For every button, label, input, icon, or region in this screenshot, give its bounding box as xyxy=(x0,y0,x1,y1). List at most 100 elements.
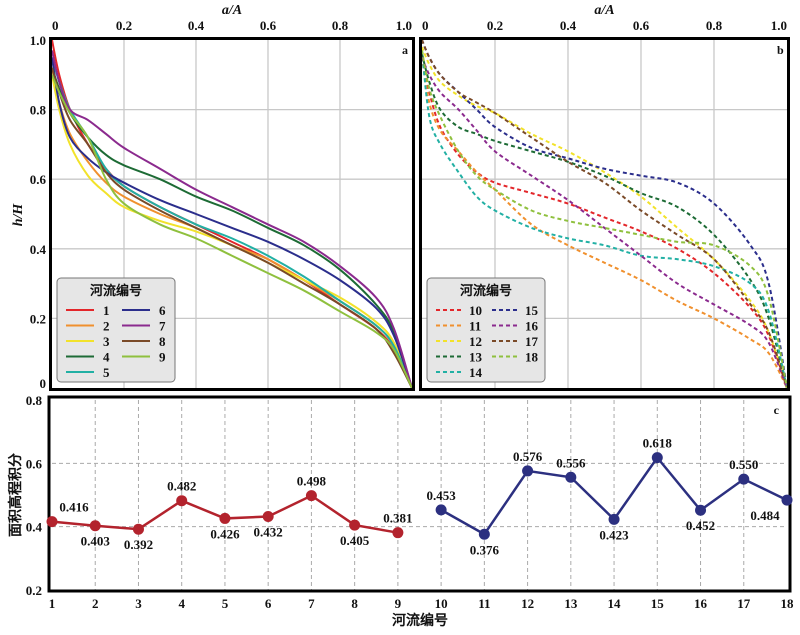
x-tick-label: 2 xyxy=(92,596,99,611)
data-point xyxy=(176,495,188,507)
series-line-5 xyxy=(51,57,413,389)
panel-c: c0.20.40.60.81 2 3 4 5 6 7 8 9 10 11 12 13 14 15 16 17 18… xyxy=(7,393,794,629)
x-tick-label: 0.2 xyxy=(116,18,132,33)
x-axis-label: 河流编号 xyxy=(392,612,448,629)
legend-label: 3 xyxy=(103,334,110,349)
series-line-7 xyxy=(51,50,413,389)
y-tick-label: 0.8 xyxy=(30,103,47,118)
y-tick-label: 1.0 xyxy=(30,33,46,48)
data-point xyxy=(305,490,317,502)
data-point xyxy=(89,520,101,532)
x-tick-label: 0.6 xyxy=(633,18,650,33)
data-label: 0.484 xyxy=(750,508,780,523)
data-label: 0.550 xyxy=(729,457,758,472)
x-tick-label: 0.4 xyxy=(560,18,577,33)
x-tick-label: 4 xyxy=(178,596,185,611)
y-tick-label: 0.2 xyxy=(30,311,46,326)
x-tick-label: 0 xyxy=(422,18,429,33)
legend-label: 5 xyxy=(103,365,110,380)
data-point xyxy=(132,523,144,535)
legend-label: 14 xyxy=(469,365,483,380)
x-tick-label: 6 xyxy=(265,596,272,611)
legend-label: 6 xyxy=(159,303,166,318)
legend-title: 河流编号 xyxy=(460,283,512,298)
x-tick-label: 0.6 xyxy=(260,18,277,33)
plot-frame xyxy=(49,37,415,391)
x-tick-label: 1.0 xyxy=(771,18,787,33)
series-line-10 xyxy=(421,57,788,389)
data-label: 0.423 xyxy=(599,527,629,542)
data-label: 0.381 xyxy=(383,511,412,526)
data-label: 0.405 xyxy=(340,533,370,548)
legend-label: 16 xyxy=(525,319,539,334)
series-line-12 xyxy=(421,46,788,389)
y-tick-label: 0.4 xyxy=(26,520,43,535)
x-tick-label: 10 xyxy=(435,596,448,611)
x-tick-label: 17 xyxy=(737,596,751,611)
panel-label: a xyxy=(402,43,408,57)
y-tick-label: 0.6 xyxy=(26,456,43,471)
x-tick-label: 0.2 xyxy=(487,18,503,33)
series-line-11 xyxy=(421,57,788,389)
x-tick-label: 1.0 xyxy=(396,18,412,33)
data-label: 0.432 xyxy=(254,525,283,540)
y-tick-label: 0 xyxy=(40,376,47,391)
data-point xyxy=(522,465,534,477)
data-label: 0.392 xyxy=(124,537,153,552)
data-label: 0.452 xyxy=(686,518,715,533)
legend-title: 河流编号 xyxy=(90,283,142,298)
data-label: 0.426 xyxy=(210,526,240,541)
x-tick-label: 0 xyxy=(52,18,59,33)
data-point xyxy=(695,504,707,516)
data-point xyxy=(478,528,490,540)
series-line-6 xyxy=(51,57,413,389)
x-tick-label: 1 xyxy=(49,596,56,611)
x-tick-label: 5 xyxy=(222,596,229,611)
series-line-8 xyxy=(51,67,413,389)
legend-label: 18 xyxy=(525,350,539,365)
y-tick-label: 0.2 xyxy=(26,583,42,598)
x-tick-label: 0.4 xyxy=(188,18,205,33)
legend-label: 17 xyxy=(525,334,539,349)
x-tick-label: 12 xyxy=(521,596,534,611)
data-label: 0.403 xyxy=(81,534,111,549)
data-label: 0.556 xyxy=(556,455,586,470)
plot-frame xyxy=(47,395,792,593)
x-tick-label: 16 xyxy=(694,596,708,611)
data-label: 0.453 xyxy=(426,488,456,503)
series-line-18 xyxy=(421,50,788,389)
legend-label: 15 xyxy=(525,303,539,318)
data-point xyxy=(565,471,577,483)
legend-label: 4 xyxy=(103,350,110,365)
x-tick-label: 3 xyxy=(135,596,142,611)
x-tick-label: 15 xyxy=(651,596,665,611)
legend-label: 8 xyxy=(159,334,166,349)
x-tick-label: 8 xyxy=(351,596,358,611)
data-point xyxy=(608,513,620,525)
x-tick-label: 14 xyxy=(608,596,622,611)
legend-label: 12 xyxy=(469,334,482,349)
data-label: 0.576 xyxy=(513,449,543,464)
x-tick-label: 18 xyxy=(781,596,795,611)
legend-label: 13 xyxy=(469,350,483,365)
data-label: 0.416 xyxy=(59,500,89,515)
data-label: 0.498 xyxy=(297,474,327,489)
y-axis-label: h/H xyxy=(11,203,26,227)
data-point xyxy=(435,504,447,516)
data-point xyxy=(349,519,361,531)
legend-label: 9 xyxy=(159,350,166,365)
data-label: 0.376 xyxy=(470,542,500,557)
x-tick-label: 11 xyxy=(478,596,490,611)
legend-label: 2 xyxy=(103,319,110,334)
series-line-14 xyxy=(421,50,788,389)
data-label: 0.618 xyxy=(643,436,673,451)
x-axis-label: a/A xyxy=(222,3,242,18)
y-tick-label: 0.6 xyxy=(30,172,47,187)
series-line-15 xyxy=(421,39,788,389)
x-tick-label: 0.8 xyxy=(706,18,723,33)
series-line-13 xyxy=(421,53,788,389)
x-tick-label: 7 xyxy=(308,596,315,611)
